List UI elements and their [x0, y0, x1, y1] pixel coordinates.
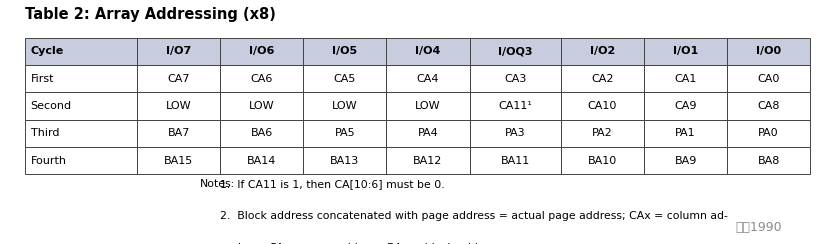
Text: 2.  Block address concatenated with page address = actual page address; CAx = co: 2. Block address concatenated with page …: [220, 211, 728, 221]
Text: Third: Third: [31, 129, 59, 138]
Text: Cycle: Cycle: [31, 47, 64, 56]
Text: CA5: CA5: [334, 74, 356, 84]
Text: CA2: CA2: [591, 74, 614, 84]
Text: BA13: BA13: [330, 156, 360, 166]
Text: BA15: BA15: [164, 156, 194, 166]
Text: I/O7: I/O7: [166, 47, 191, 56]
Text: LOW: LOW: [166, 101, 191, 111]
Text: LOW: LOW: [332, 101, 357, 111]
Text: PA5: PA5: [335, 129, 355, 138]
Text: I/O2: I/O2: [590, 47, 615, 56]
Text: CA11¹: CA11¹: [499, 101, 532, 111]
Text: Second: Second: [31, 101, 71, 111]
Text: BA6: BA6: [251, 129, 273, 138]
Text: LOW: LOW: [249, 101, 274, 111]
Text: PA4: PA4: [418, 129, 438, 138]
Text: BA10: BA10: [588, 156, 617, 166]
Text: Notes:: Notes:: [199, 179, 234, 189]
Text: BA9: BA9: [675, 156, 696, 166]
Text: PA3: PA3: [505, 129, 525, 138]
Text: BA11: BA11: [500, 156, 530, 166]
Text: I/O4: I/O4: [416, 47, 440, 56]
Text: PA1: PA1: [676, 129, 696, 138]
Text: BA12: BA12: [413, 156, 443, 166]
Text: PA0: PA0: [759, 129, 779, 138]
Text: First: First: [31, 74, 54, 84]
Text: I/O5: I/O5: [332, 47, 357, 56]
Text: 1.  If CA11 is 1, then CA[10:6] must be 0.: 1. If CA11 is 1, then CA[10:6] must be 0…: [220, 179, 445, 189]
Text: I/O0: I/O0: [756, 47, 781, 56]
Text: CA7: CA7: [167, 74, 190, 84]
Text: I/O1: I/O1: [673, 47, 698, 56]
Text: BA8: BA8: [758, 156, 779, 166]
Text: Fourth: Fourth: [31, 156, 66, 166]
Text: I/OQ3: I/OQ3: [498, 47, 533, 56]
Text: CA4: CA4: [416, 74, 440, 84]
Text: dress; PAx = page address; BAx = block address.: dress; PAx = page address; BAx = block a…: [234, 243, 503, 244]
Text: CA6: CA6: [251, 74, 273, 84]
Text: BA7: BA7: [168, 129, 189, 138]
Text: PA2: PA2: [593, 129, 612, 138]
Text: I/O6: I/O6: [249, 47, 274, 56]
Text: CA1: CA1: [675, 74, 696, 84]
Text: CA3: CA3: [504, 74, 526, 84]
Text: 阿宝1990: 阿宝1990: [735, 221, 782, 234]
Text: BA14: BA14: [247, 156, 277, 166]
Text: CA9: CA9: [674, 101, 697, 111]
Text: LOW: LOW: [416, 101, 440, 111]
Text: CA10: CA10: [588, 101, 617, 111]
Text: CA0: CA0: [758, 74, 779, 84]
Text: CA8: CA8: [757, 101, 780, 111]
Text: Table 2: Array Addressing (x8): Table 2: Array Addressing (x8): [25, 7, 276, 22]
